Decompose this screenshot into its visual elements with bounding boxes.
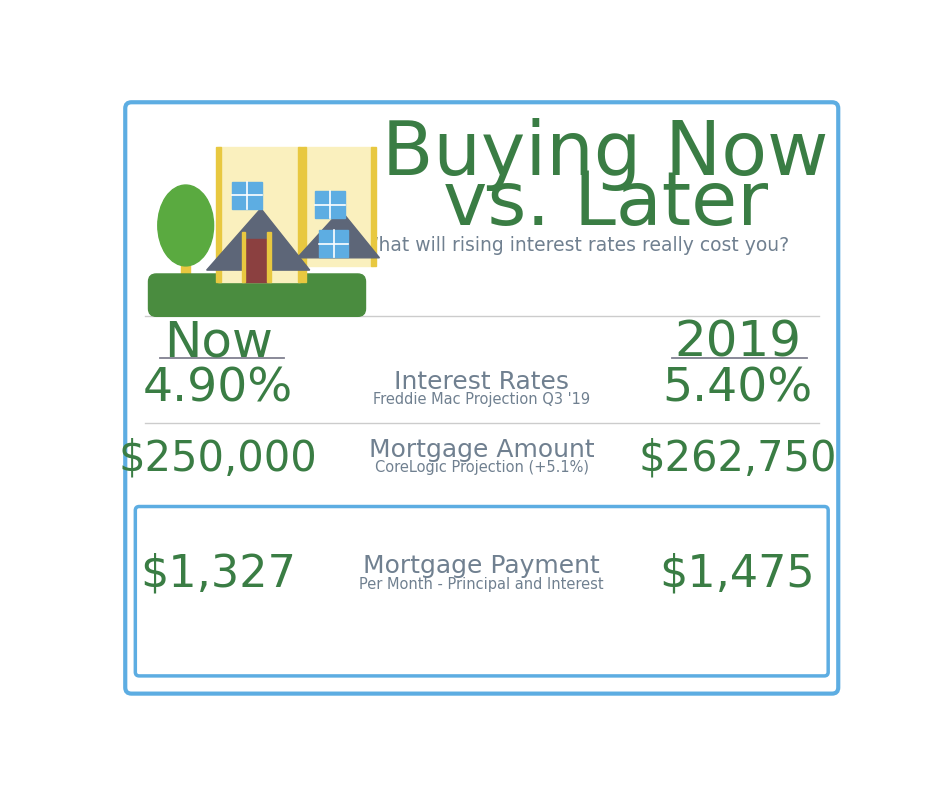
- Ellipse shape: [231, 202, 272, 262]
- Text: Now: Now: [164, 318, 273, 366]
- Text: $1,475: $1,475: [660, 552, 815, 596]
- FancyBboxPatch shape: [135, 507, 828, 676]
- Bar: [267, 232, 271, 281]
- Text: 5.40%: 5.40%: [663, 367, 812, 412]
- Text: CoreLogic Projection (+5.1%): CoreLogic Projection (+5.1%): [375, 459, 588, 474]
- Bar: [319, 230, 349, 257]
- Text: $250,000: $250,000: [118, 438, 318, 480]
- Text: Buying Now: Buying Now: [383, 118, 829, 191]
- Bar: [298, 147, 306, 281]
- Bar: [304, 147, 373, 266]
- Bar: [243, 240, 269, 281]
- Bar: [315, 191, 345, 217]
- Bar: [181, 247, 191, 293]
- Text: $262,750: $262,750: [638, 438, 837, 480]
- Text: Mortgage Amount: Mortgage Amount: [368, 438, 595, 463]
- Text: Interest Rates: Interest Rates: [394, 370, 570, 394]
- FancyBboxPatch shape: [149, 274, 366, 316]
- Ellipse shape: [158, 185, 213, 266]
- Bar: [242, 232, 245, 281]
- Text: vs. Later: vs. Later: [443, 168, 768, 241]
- Text: 4.90%: 4.90%: [143, 367, 293, 412]
- Bar: [218, 147, 300, 281]
- Text: Mortgage Payment: Mortgage Payment: [364, 554, 600, 578]
- Bar: [248, 248, 256, 285]
- Text: What will rising interest rates really cost you?: What will rising interest rates really c…: [360, 236, 790, 255]
- FancyBboxPatch shape: [125, 102, 838, 693]
- Bar: [371, 147, 376, 266]
- Bar: [216, 147, 221, 281]
- Text: $1,327: $1,327: [140, 552, 296, 596]
- Text: Freddie Mac Projection Q3 '19: Freddie Mac Projection Q3 '19: [373, 392, 590, 407]
- Polygon shape: [297, 210, 380, 258]
- Text: 2019: 2019: [674, 318, 801, 366]
- Polygon shape: [207, 209, 309, 270]
- Text: Per Month - Principal and Interest: Per Month - Principal and Interest: [359, 577, 604, 592]
- Bar: [232, 181, 261, 209]
